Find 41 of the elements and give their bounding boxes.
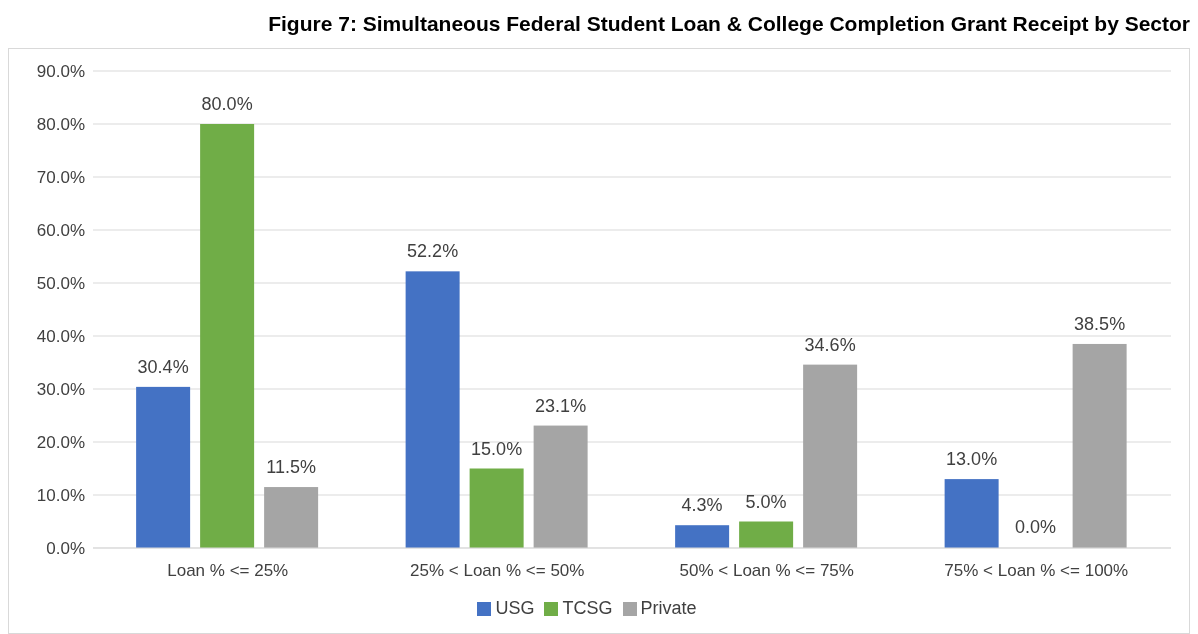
y-tick-label: 40.0% [36, 327, 85, 347]
y-tick-label: 20.0% [36, 433, 85, 453]
data-label: 15.0% [471, 438, 523, 459]
chart-title: Figure 7: Simultaneous Federal Student Loan & College Completion Grant Receipt by Sector [267, 11, 1190, 37]
x-tick-label: 75% < Loan % <= 100% [944, 561, 1129, 581]
bar [739, 521, 794, 548]
data-label: 11.5% [266, 457, 316, 478]
bar [944, 479, 999, 548]
data-label: 13.0% [946, 449, 998, 470]
bar [405, 271, 460, 548]
legend-label: USG [495, 598, 535, 618]
x-tick-label: 50% < Loan % <= 75% [679, 561, 854, 581]
bar [469, 468, 524, 548]
bar [533, 425, 588, 548]
y-tick-label: 30.0% [36, 380, 85, 400]
y-tick-label: 70.0% [36, 168, 85, 188]
data-label: 4.3% [681, 495, 723, 516]
bar [136, 386, 191, 548]
data-label: 80.0% [201, 94, 253, 114]
bar [1072, 343, 1127, 548]
bar [200, 124, 255, 548]
data-label: 34.6% [804, 334, 856, 355]
data-label: 38.5% [1074, 313, 1126, 334]
data-label: 23.1% [535, 395, 587, 416]
data-label: 5.0% [745, 491, 787, 512]
data-label: 30.4% [137, 356, 189, 377]
y-tick-label: 80.0% [36, 115, 85, 135]
x-tick-label: 25% < Loan % <= 50% [410, 561, 585, 581]
legend-label: Private [640, 598, 697, 618]
y-tick-label: 90.0% [36, 62, 85, 82]
legend-label: TCSG [562, 598, 613, 618]
y-tick-label: 60.0% [36, 221, 85, 241]
x-tick-label: Loan % <= 25% [167, 561, 289, 581]
bar [264, 487, 319, 548]
data-label: 52.2% [407, 241, 459, 262]
y-tick-label: 10.0% [36, 486, 85, 506]
bar [803, 364, 858, 548]
y-tick-label: 50.0% [36, 274, 85, 294]
y-tick-label: 0.0% [46, 539, 85, 559]
data-label: 0.0% [1015, 517, 1057, 537]
bar [675, 525, 730, 548]
